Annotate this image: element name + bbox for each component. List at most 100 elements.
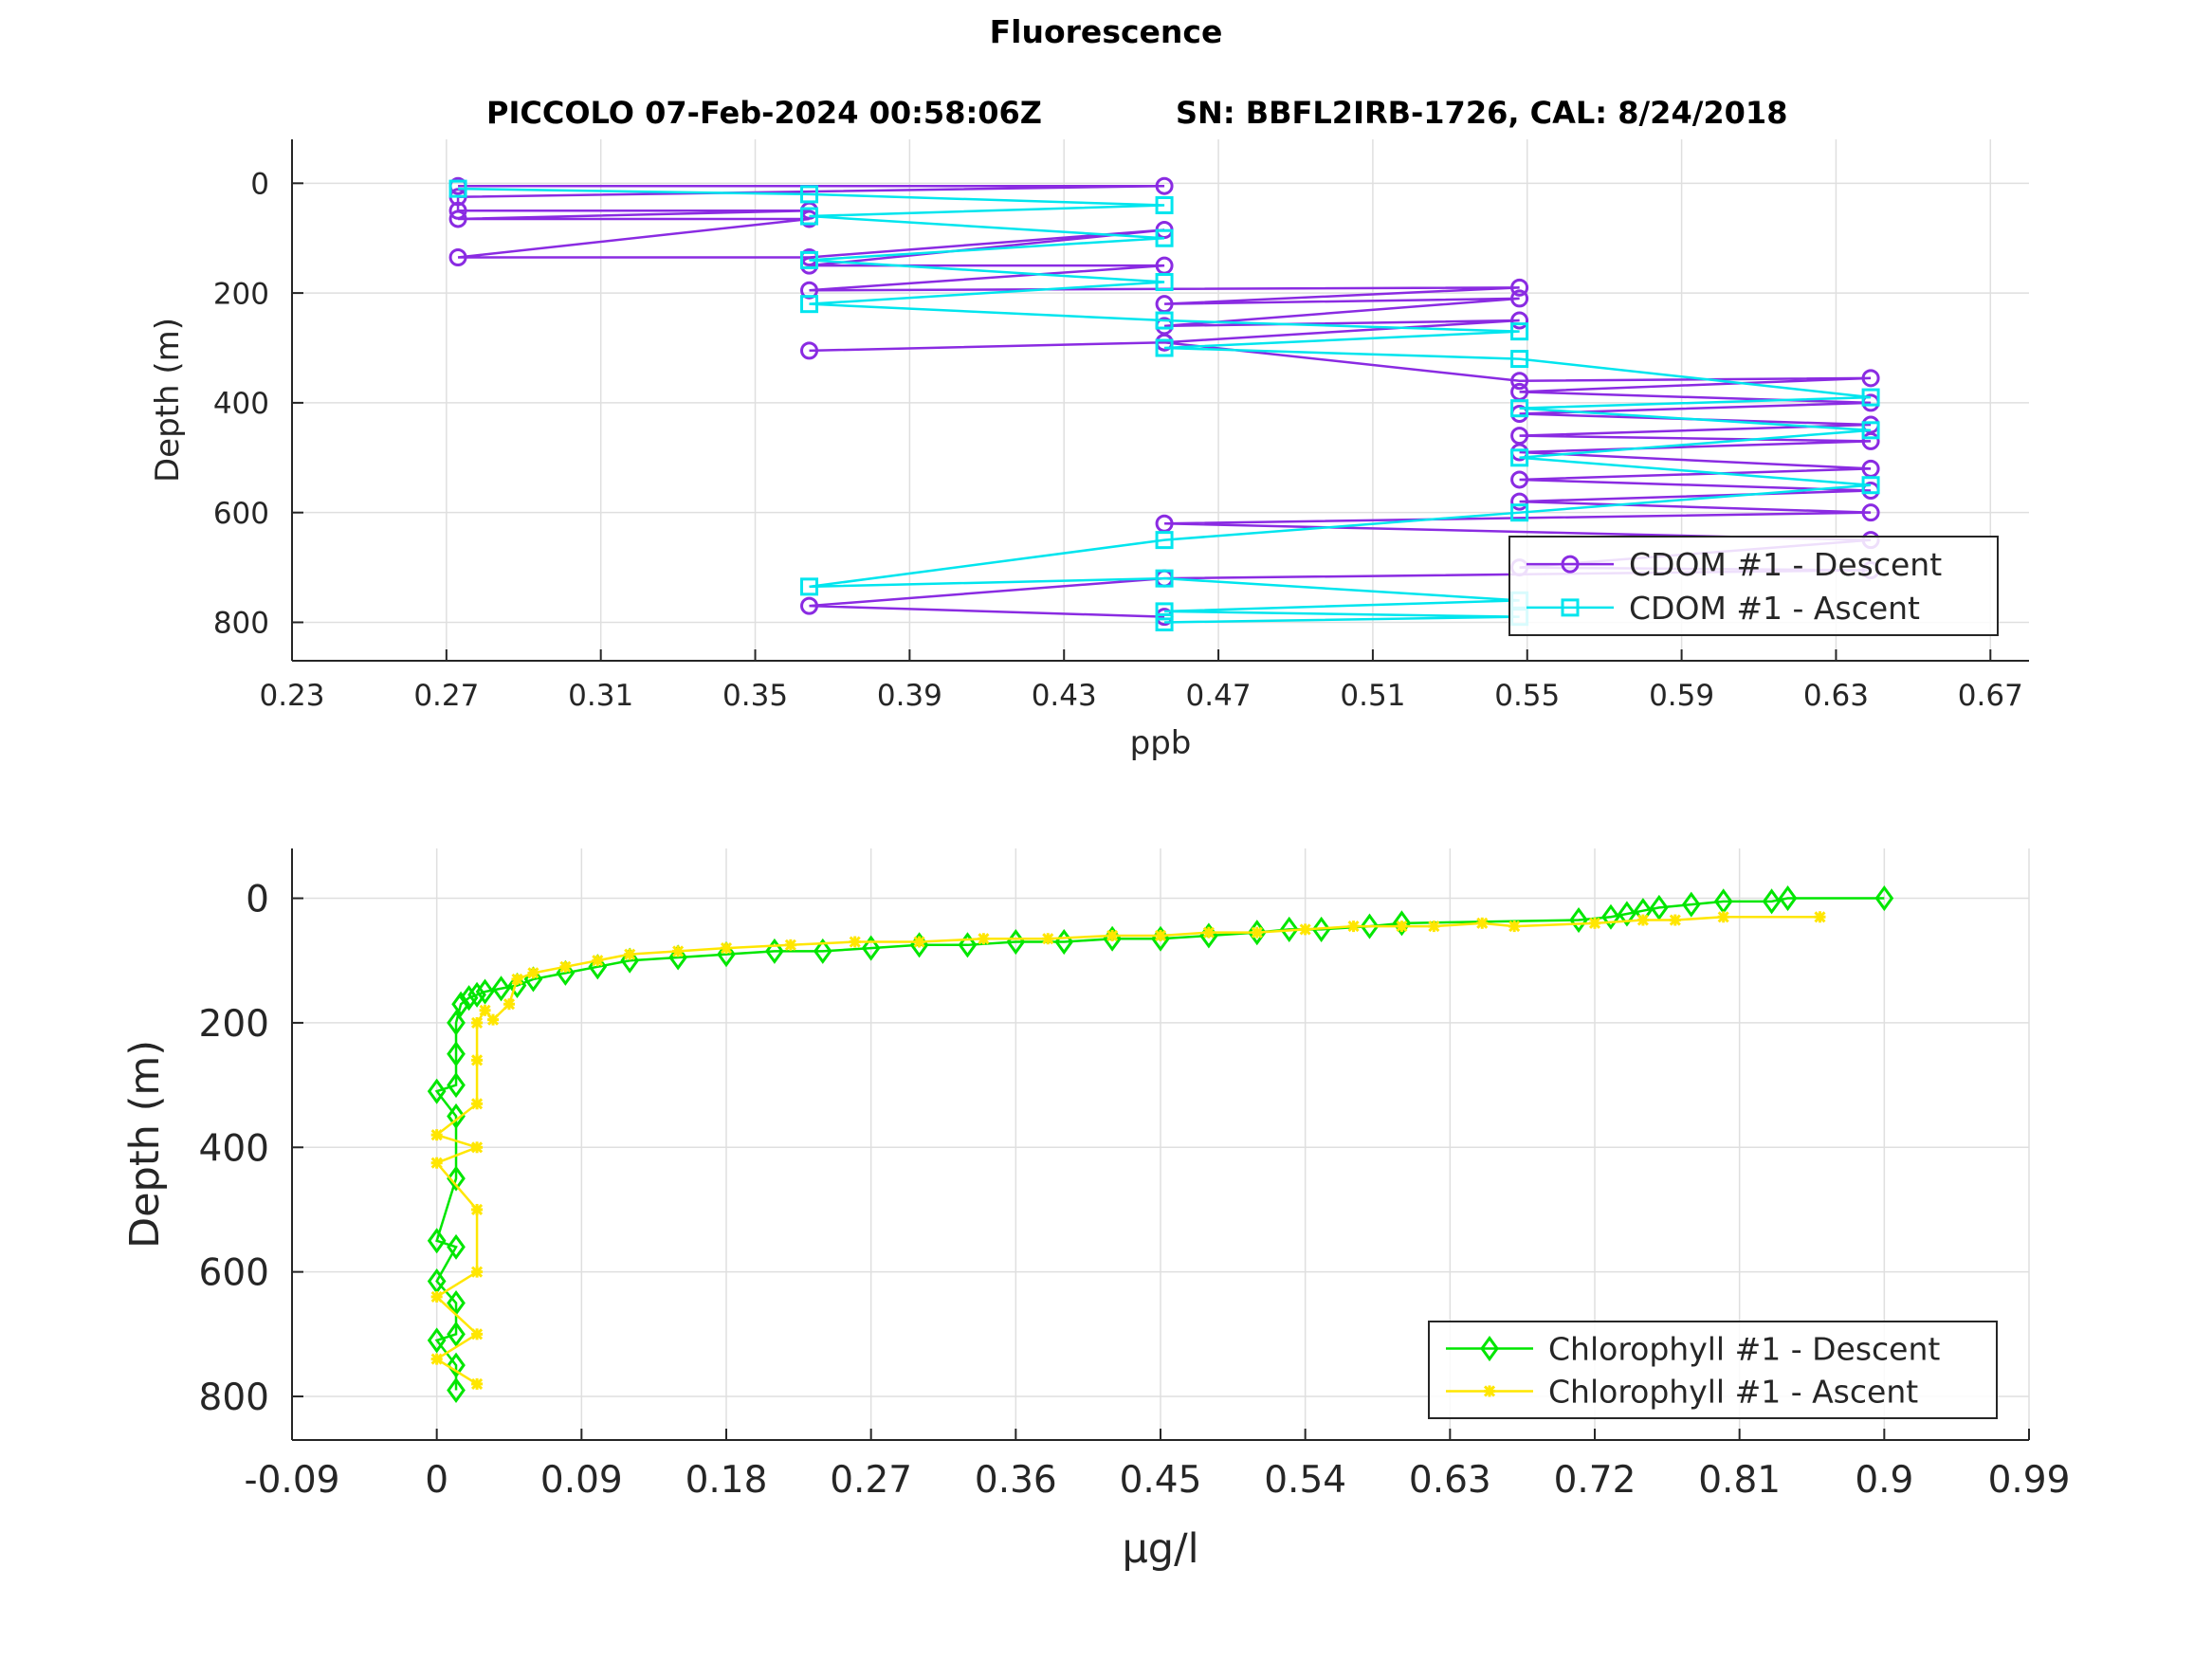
chl-data-point <box>430 1157 443 1169</box>
chl-data-point <box>1396 921 1408 933</box>
chl-data-point <box>447 1103 466 1129</box>
chl-data-point <box>447 1165 466 1192</box>
chl-data-point <box>1202 926 1215 939</box>
chl-data-point <box>471 1016 484 1029</box>
chl-data-point <box>1042 933 1054 945</box>
cdom-x-tick-label: 0.67 <box>1958 679 2023 713</box>
chl-data-point <box>559 960 572 973</box>
chl-data-point <box>1814 911 1826 923</box>
chl-data-point <box>447 1321 466 1347</box>
chl-y-tick-label: 800 <box>199 1376 269 1419</box>
chl-x-tick-label: 0.45 <box>1120 1459 1202 1502</box>
cdom-legend-marker <box>1561 555 1580 574</box>
cdom-x-tick-label: 0.59 <box>1649 679 1714 713</box>
chl-data-point <box>588 954 608 980</box>
chl-data-point <box>556 959 576 986</box>
chl-data-point <box>1669 914 1681 926</box>
chl-x-tick-label: 0.99 <box>1988 1459 2071 1502</box>
chl-legend-label: Chlorophyll #1 - Ascent <box>1548 1373 1918 1410</box>
cdom-legend: CDOM #1 - Descent CDOM #1 - Ascent <box>1508 536 1999 636</box>
chl-data-point <box>1392 910 1412 937</box>
cdom-data-point <box>1510 311 1529 330</box>
chl-data-point <box>1279 916 1299 942</box>
chl-y-tick-label: 0 <box>246 879 269 921</box>
chl-data-point <box>1778 884 1798 912</box>
chl-data-point <box>459 985 479 1012</box>
cdom-data-point <box>1510 350 1529 369</box>
chl-legend: Chlorophyll #1 - Descent Chlorophyll #1 -… <box>1428 1321 1998 1419</box>
cdom-x-tick-label: 0.27 <box>413 679 479 713</box>
cdom-data-point <box>1155 176 1174 195</box>
chl-data-point <box>511 973 523 985</box>
cdom-data-point <box>1510 399 1529 418</box>
chl-data-point <box>471 1054 484 1066</box>
chl-data-point <box>471 1203 484 1216</box>
chl-series-line <box>434 916 1820 1385</box>
chl-data-point <box>447 1233 466 1260</box>
chl-data-point <box>447 1041 466 1067</box>
chl-x-tick-label: 0.27 <box>830 1459 912 1502</box>
chl-data-point <box>1106 929 1119 942</box>
cdom-y-tick-label: 800 <box>213 607 269 641</box>
chl-data-point <box>491 975 511 1002</box>
cdom-data-point <box>1510 448 1529 467</box>
chl-data-point <box>717 941 736 968</box>
chl-legend-marker <box>1483 1385 1496 1397</box>
cdom-data-point <box>1861 388 1880 407</box>
chl-x-tick-label: 0.36 <box>975 1459 1057 1502</box>
chl-series-ascent <box>430 911 1826 1390</box>
cdom-data-point <box>1155 273 1174 292</box>
cdom-x-tick-label: 0.51 <box>1340 679 1405 713</box>
cdom-data-point <box>1510 322 1529 341</box>
chl-data-point <box>447 1352 466 1378</box>
cdom-y-tick-label: 0 <box>250 167 269 201</box>
cdom-series-ascent <box>448 179 1880 631</box>
chl-y-tick-label: 200 <box>199 1003 269 1046</box>
chl-data-point <box>1618 901 1636 927</box>
cdom-data-point <box>448 210 467 228</box>
cdom-data-point <box>1155 531 1174 550</box>
cdom-data-point <box>1155 612 1174 631</box>
chl-data-point <box>1508 921 1521 933</box>
chl-x-tick-label: 0.63 <box>1409 1459 1491 1502</box>
chl-data-point <box>913 936 925 948</box>
chl-data-point <box>471 1377 484 1390</box>
cdom-legend-label: CDOM #1 - Ascent <box>1629 590 1920 627</box>
chl-data-point <box>479 1004 491 1016</box>
chl-data-point <box>784 939 796 951</box>
cdom-data-point <box>448 201 467 220</box>
cdom-y-tick-label: 600 <box>213 497 269 531</box>
chl-data-point <box>486 1013 500 1026</box>
chl-data-point <box>978 933 990 945</box>
chl-data-point <box>1428 921 1440 933</box>
cdom-data-point <box>1155 602 1174 621</box>
cdom-x-tick-label: 0.35 <box>722 679 788 713</box>
chl-x-tick-label: 0.72 <box>1554 1459 1636 1502</box>
cdom-data-point <box>800 295 819 314</box>
cdom-data-point <box>800 207 819 226</box>
chl-data-point <box>447 1072 466 1099</box>
chl-data-point <box>1347 921 1360 933</box>
chl-data-point <box>672 945 685 957</box>
cdom-series-line <box>458 187 1872 624</box>
chl-data-point <box>451 991 470 1017</box>
chl-data-point <box>447 1010 466 1036</box>
chl-x-tick-label: 0.54 <box>1264 1459 1346 1502</box>
cdom-legend-marker <box>1561 598 1580 617</box>
chl-series-line <box>434 897 1885 1391</box>
figure-subtitle-right: SN: BBFL2IRB-1726, CAL: 8/24/2018 <box>1176 95 1788 131</box>
chl-x-tick-label: 0 <box>425 1459 448 1502</box>
chl-data-point <box>1717 911 1729 923</box>
cdom-x-tick-label: 0.63 <box>1803 679 1869 713</box>
chl-data-point <box>958 932 978 958</box>
chl-data-point <box>1601 903 1620 930</box>
chl-data-point <box>1299 923 1311 936</box>
cdom-data-point <box>800 596 819 615</box>
chl-y-tick-label: 400 <box>199 1127 269 1170</box>
cdom-data-point <box>1861 431 1880 450</box>
chl-data-point <box>1311 916 1331 942</box>
chl-data-point <box>430 1353 443 1365</box>
cdom-series-line <box>456 184 1872 618</box>
chl-data-point <box>1636 914 1649 926</box>
